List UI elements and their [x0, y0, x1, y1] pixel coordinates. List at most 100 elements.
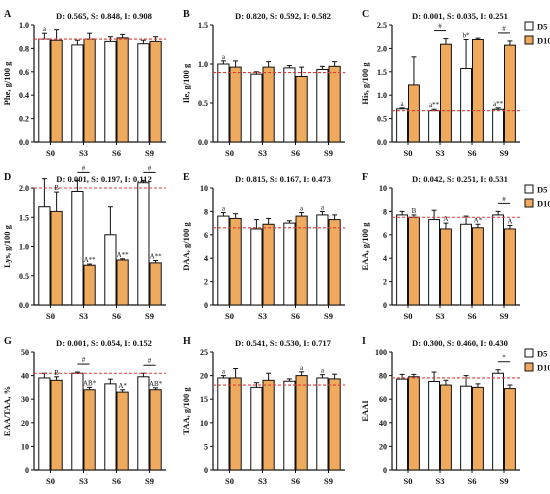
- y-tick-label: 10: [21, 442, 29, 451]
- bar-d5: [428, 110, 440, 143]
- panel-letter: H: [183, 336, 191, 347]
- significance-label: a: [401, 100, 405, 108]
- significance-label: A**: [117, 251, 130, 259]
- y-tick-label: 0.0: [19, 301, 29, 310]
- x-tick-label: S3: [258, 148, 267, 158]
- y-tick-label: 0.5: [19, 272, 29, 281]
- y-tick-label: 8: [383, 207, 387, 216]
- y-tick-label: 40: [21, 372, 29, 381]
- x-tick-label: S9: [145, 476, 154, 486]
- x-tick-label: S6: [468, 311, 477, 321]
- bar-d5: [137, 376, 150, 471]
- x-tick-label: S9: [324, 476, 333, 486]
- significance-label: B: [412, 207, 417, 215]
- bar-d5: [283, 222, 296, 306]
- significance-label: a: [321, 203, 325, 211]
- bar-d10: [328, 65, 341, 143]
- x-tick-label: S9: [500, 476, 509, 486]
- bar-d5: [250, 73, 263, 143]
- significance-label: A**: [84, 256, 97, 264]
- bar-d5: [38, 38, 51, 143]
- panel-g: G D: 0.001, S: 0.054, I: 0.152 EAA/TAA, % 0…: [2, 336, 166, 486]
- bar-d10: [149, 40, 162, 143]
- significance-label: B: [54, 369, 59, 377]
- bracket-label: #: [148, 164, 152, 172]
- legend-label-d10: D10: [537, 363, 550, 373]
- y-tick-label: 30: [21, 395, 29, 404]
- y-tick-label: 20: [200, 372, 208, 381]
- bar-d5: [460, 68, 472, 143]
- significance-label: AB*: [83, 379, 97, 387]
- x-tick-label: S3: [436, 476, 445, 486]
- panel-letter: F: [362, 172, 368, 183]
- x-tick-label: S3: [258, 311, 267, 321]
- x-tick-label: S0: [404, 476, 413, 486]
- y-tick-label: 20: [379, 442, 387, 451]
- y-tick-label: 1.5: [377, 68, 387, 77]
- significance-label: a: [222, 205, 226, 213]
- bar-d5: [137, 43, 150, 143]
- x-tick-label: S3: [258, 476, 267, 486]
- x-tick-label: S9: [500, 148, 509, 158]
- y-tick-label: 8: [204, 207, 208, 216]
- bar-d5: [396, 378, 408, 471]
- bar-d10: [472, 39, 484, 143]
- bar-d10: [229, 217, 242, 306]
- y-tick-label: 0.5: [198, 99, 208, 108]
- bar-d5: [316, 214, 329, 306]
- bar-d10: [262, 379, 275, 471]
- y-tick-label: 2.0: [19, 184, 29, 193]
- bracket-label: #: [148, 357, 152, 365]
- y-axis-label: TAA, g/100 g: [181, 387, 191, 435]
- y-tick-label: 60: [379, 395, 387, 404]
- panel-b: B D: 0.820, S: 0.592, I: 0.582 Ile, g/100 …: [181, 9, 345, 158]
- bar-d10: [408, 216, 420, 306]
- y-tick-label: 50: [21, 348, 29, 357]
- legend-swatch-d5: [524, 348, 534, 358]
- x-tick-label: S6: [291, 148, 300, 158]
- y-tick-label: 4: [204, 254, 208, 263]
- x-tick-label: S0: [404, 148, 413, 158]
- x-tick-label: S6: [112, 148, 121, 158]
- x-tick-label: S9: [145, 148, 154, 158]
- x-tick-label: S0: [404, 311, 413, 321]
- y-tick-label: 0.8: [19, 44, 29, 53]
- x-tick-label: S3: [79, 476, 88, 486]
- x-tick-label: S0: [225, 311, 234, 321]
- bar-d5: [71, 191, 84, 306]
- bar-d5: [250, 228, 263, 306]
- bar-d5: [396, 108, 408, 143]
- y-tick-label: 15: [200, 395, 208, 404]
- y-tick-label: 40: [379, 419, 387, 428]
- bar-d5: [396, 214, 408, 306]
- y-tick-label: 0.5: [377, 115, 387, 124]
- stats-title: D: 0.820, S: 0.592, I: 0.582: [235, 11, 331, 21]
- panel-f: F D: 0.042, S: 0.251, I: 0.531 EAA, g/100 …: [360, 172, 550, 321]
- bar-d10: [472, 227, 484, 306]
- y-tick-label: 2.5: [377, 21, 387, 30]
- y-tick-label: 5: [204, 442, 208, 451]
- x-tick-label: S3: [79, 311, 88, 321]
- legend-swatch-d10: [524, 35, 534, 45]
- panel-a: A D: 0.565, S: 0.848, I: 0.908 Phe, g/100 …: [2, 9, 166, 158]
- y-tick-label: 6: [383, 231, 387, 240]
- y-axis-label: EAA/TAA, %: [2, 386, 12, 436]
- panel-letter: D: [4, 172, 11, 183]
- bar-d10: [116, 259, 129, 306]
- x-tick-label: S0: [46, 476, 55, 486]
- bar-d5: [104, 234, 117, 306]
- legend-label-d5: D5: [537, 185, 547, 195]
- y-tick-label: 25: [200, 348, 208, 357]
- bar-d10: [229, 377, 242, 471]
- bracket-label: #: [82, 164, 86, 172]
- legend-swatch-d5: [524, 21, 534, 31]
- y-tick-label: 0: [204, 301, 208, 310]
- legend-label-d10: D10: [537, 36, 550, 46]
- y-tick-label: 1.5: [198, 21, 208, 30]
- legend-label-d5: D5: [537, 349, 547, 359]
- bar-d10: [295, 75, 308, 143]
- x-tick-label: S6: [291, 476, 300, 486]
- y-axis-label: Lys, g/100 g: [2, 224, 12, 267]
- bar-d10: [408, 84, 420, 143]
